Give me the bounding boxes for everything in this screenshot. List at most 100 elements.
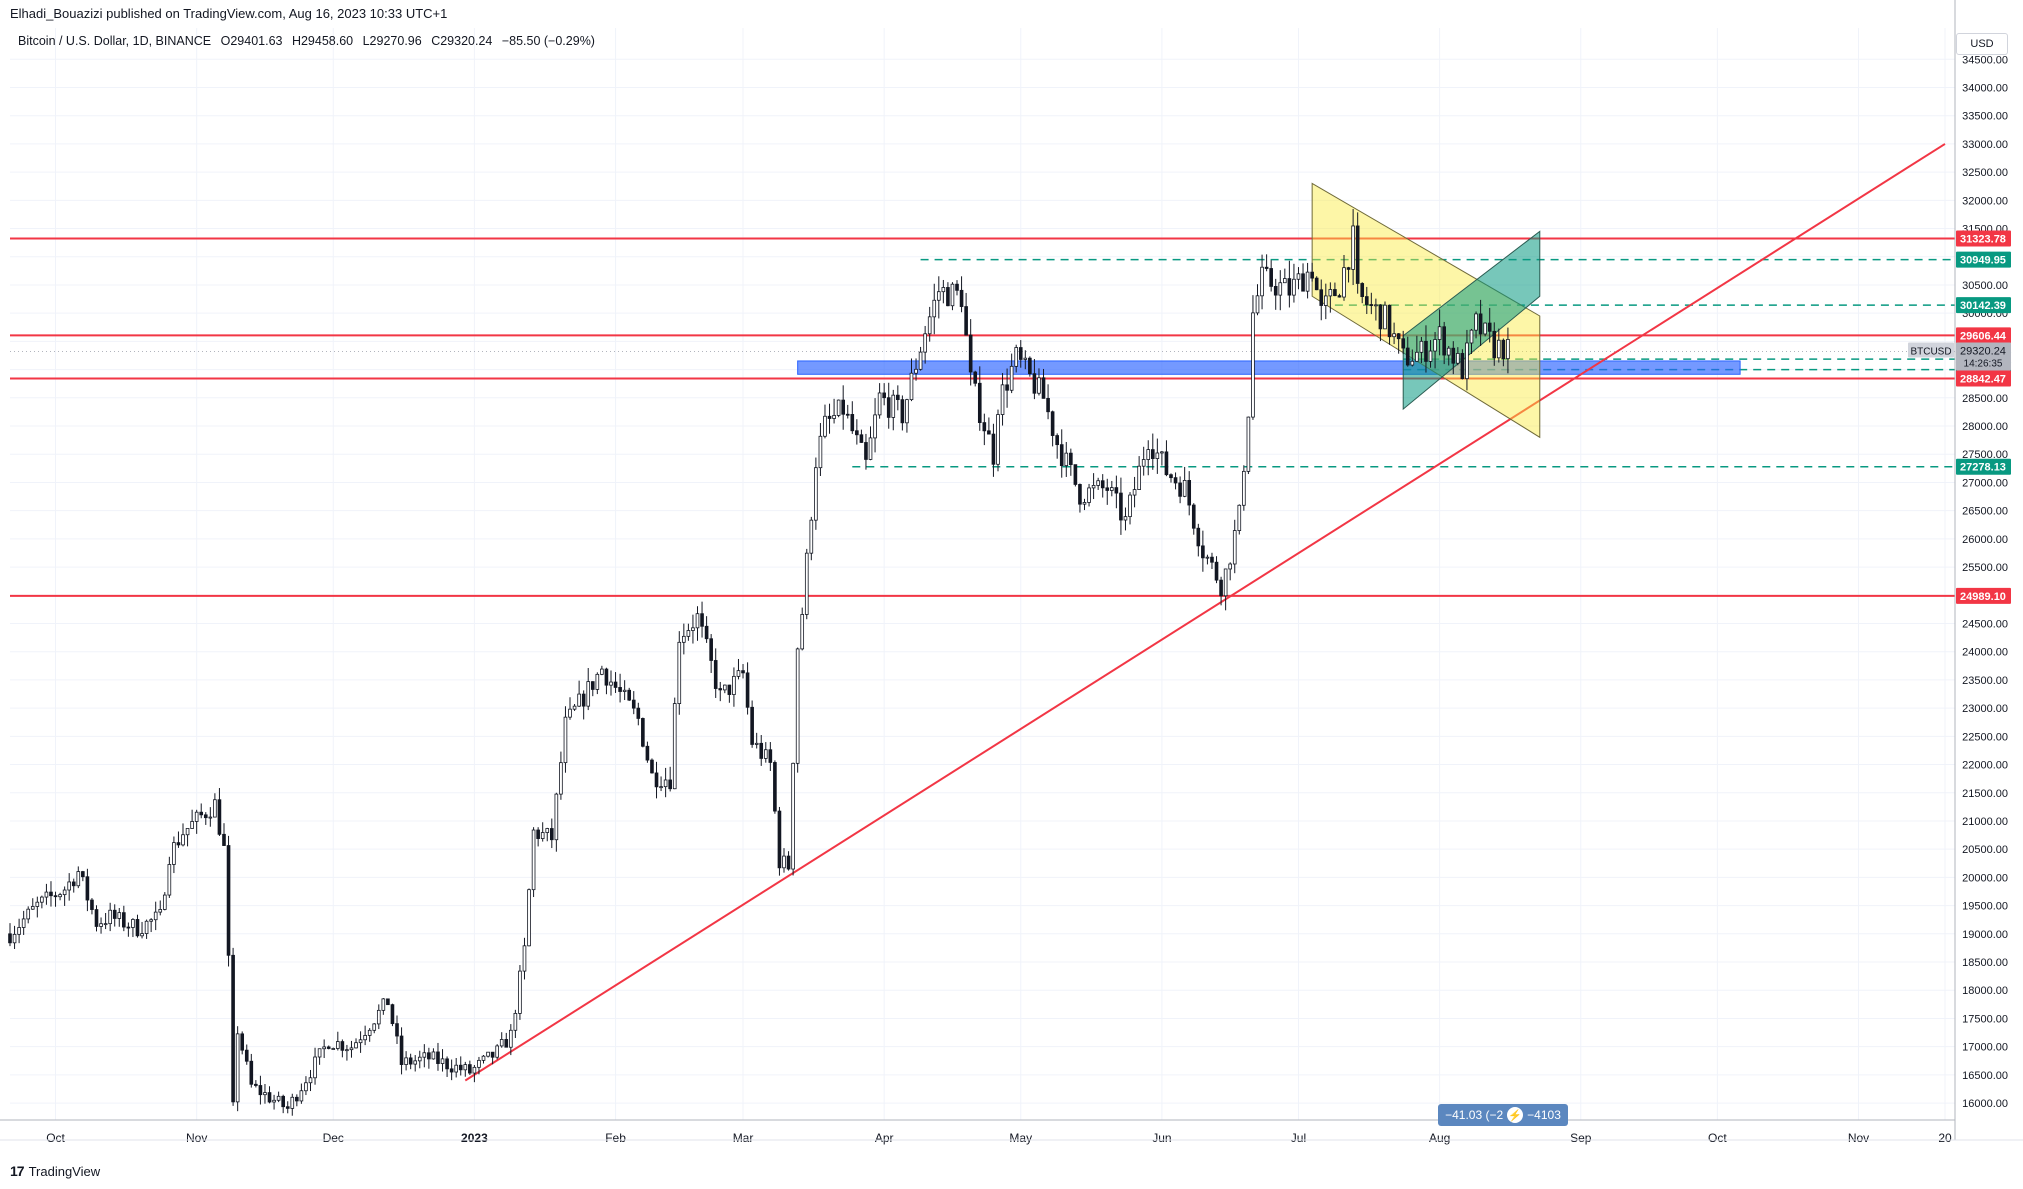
candle-body: [76, 871, 81, 887]
currency-button[interactable]: USD: [1956, 33, 2008, 55]
candle-body: [1410, 360, 1415, 366]
candle-body: [1364, 296, 1369, 305]
candle-body: [1164, 451, 1169, 476]
symbol-name[interactable]: Bitcoin / U.S. Dollar, 1D, BINANCE: [18, 34, 212, 48]
candle-body: [1251, 312, 1255, 418]
candle-body: [809, 519, 814, 554]
level-price-text: 27278.13: [1960, 462, 2006, 474]
y-tick-label: 27000.00: [1962, 477, 2008, 489]
candle-body: [1273, 286, 1278, 296]
level-price-text: 24989.10: [1960, 591, 2006, 603]
candle-body: [1196, 527, 1201, 547]
level-price-tag: [1956, 251, 2011, 268]
candle-body: [267, 1092, 272, 1103]
candle-body: [700, 613, 704, 627]
candle-body: [304, 1082, 308, 1092]
x-tick-label: Jul: [1291, 1131, 1306, 1145]
candle-body: [959, 289, 964, 307]
candle-body: [363, 1035, 367, 1041]
countdown-text: 14:26:35: [1964, 359, 2003, 370]
candle-body: [586, 681, 591, 707]
horizontal-levels[interactable]: [10, 237, 1955, 597]
candle-body: [1128, 494, 1132, 518]
candle-body: [349, 1047, 354, 1051]
candle-body: [804, 552, 809, 615]
candle-body: [231, 954, 235, 1103]
candle-body: [1437, 326, 1442, 340]
candle-body: [1191, 504, 1196, 529]
candle-body: [313, 1056, 317, 1079]
candle-body: [1146, 449, 1151, 460]
measure-pill[interactable]: −41.03 (−2 ⚡ −4103: [1438, 1104, 1568, 1126]
candle-body: [199, 811, 204, 816]
candle-body: [709, 638, 713, 661]
x-tick-label: 2023: [461, 1131, 488, 1145]
candle-body: [1433, 339, 1437, 352]
symbol-tag-text: BTCUSD: [1910, 347, 1951, 358]
candle-body: [340, 1041, 345, 1051]
candle-body: [386, 998, 390, 1006]
candle-body: [1337, 295, 1342, 298]
y-tick-label: 19500.00: [1962, 901, 2008, 913]
candle-body: [977, 382, 982, 423]
candle-body: [841, 399, 845, 415]
ascending-channel: [1402, 230, 1541, 411]
candle-body: [222, 833, 226, 846]
candle-body: [1050, 411, 1055, 436]
footer[interactable]: 17 TradingView: [10, 1163, 100, 1179]
candle-body: [1032, 373, 1037, 394]
drawing-shapes[interactable]: [464, 143, 1946, 1082]
candle-body: [99, 923, 103, 927]
candle-body: [713, 660, 718, 689]
y-tick-label: 28000.00: [1962, 421, 2008, 433]
candle-body: [1351, 225, 1355, 270]
y-tick-label: 34000.00: [1962, 82, 2008, 94]
current-price-text: 29320.24: [1960, 346, 2006, 358]
candle-body: [677, 641, 682, 704]
candle-body: [477, 1059, 481, 1068]
symbol-tag: [1908, 342, 1954, 358]
candle-body: [1456, 353, 1460, 364]
candle-body: [1091, 485, 1096, 489]
y-tick-label: 24500.00: [1962, 618, 2008, 630]
level-price-text: 30949.95: [1960, 255, 2006, 267]
candle-body: [1087, 487, 1091, 503]
candle-body: [203, 814, 208, 819]
candle-body: [1497, 339, 1501, 359]
y-tick-label: 25500.00: [1962, 562, 2008, 574]
candle-body: [208, 816, 213, 819]
candle-body: [226, 845, 231, 956]
candle-body: [326, 1046, 331, 1049]
candle-body: [463, 1064, 468, 1071]
candle-body: [1132, 489, 1137, 496]
candle-body: [472, 1066, 477, 1074]
candle-body: [877, 392, 882, 416]
candle-body: [936, 291, 941, 301]
x-tick-label: May: [1009, 1131, 1032, 1145]
candle-body: [827, 415, 832, 419]
x-tick-label: Apr: [875, 1131, 894, 1145]
candle-body: [194, 811, 199, 822]
candle-body: [645, 745, 650, 761]
candle-body: [782, 855, 786, 869]
candle-body: [1446, 347, 1451, 356]
candle-body: [249, 1060, 254, 1085]
candle-body: [1319, 289, 1324, 306]
axes: 16000.00 16500.00 17000.00 17500.00 18000.00…: [0, 0, 2023, 1145]
candle-body: [285, 1106, 290, 1109]
level-price-tag: [1956, 297, 2011, 314]
candle-body: [427, 1052, 431, 1060]
candle-body: [454, 1064, 458, 1073]
candle-body: [663, 779, 668, 788]
candle-body: [845, 413, 850, 416]
candle-body: [1342, 267, 1346, 298]
candle-body: [345, 1049, 349, 1052]
candle-body: [950, 283, 955, 307]
candle-body: [308, 1077, 313, 1084]
candle-body: [1369, 304, 1374, 306]
symbol-legend: Bitcoin / U.S. Dollar, 1D, BINANCE O2940…: [18, 34, 601, 48]
candle-body: [641, 718, 645, 747]
candle-body: [317, 1048, 322, 1058]
candle-body: [955, 283, 959, 291]
